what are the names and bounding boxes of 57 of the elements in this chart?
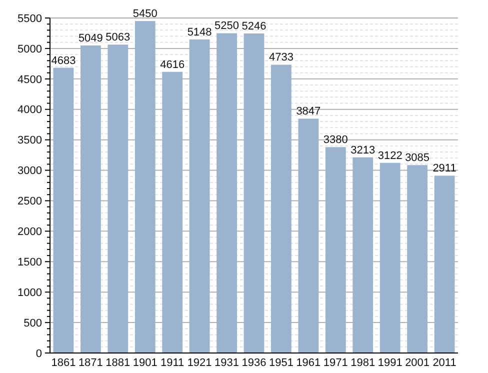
x-tick-label: 1931 <box>214 357 240 369</box>
x-tick-label: 1951 <box>268 357 294 369</box>
bar <box>244 33 264 353</box>
data-label: 5250 <box>214 20 240 32</box>
data-label: 5049 <box>78 32 103 44</box>
data-label: 5063 <box>106 32 130 44</box>
x-tick-label: 1911 <box>160 357 184 369</box>
y-tick-label: 3500 <box>18 134 42 147</box>
x-tick-label: 2011 <box>432 357 456 369</box>
data-label: 4683 <box>51 54 76 67</box>
data-label: 4616 <box>160 58 185 71</box>
bar <box>325 147 346 353</box>
bar <box>53 68 74 353</box>
y-tick-label: 5000 <box>18 43 42 56</box>
bar <box>380 162 400 353</box>
bar <box>216 33 237 353</box>
bar <box>108 44 128 353</box>
y-tick-label: 4000 <box>18 104 42 116</box>
y-tick-label: 500 <box>24 317 42 330</box>
y-tick-label: 3000 <box>18 165 42 178</box>
y-tick-label: 2000 <box>18 226 42 238</box>
x-tick-label: 1921 <box>187 357 212 369</box>
y-tick-label: 1000 <box>18 286 42 299</box>
x-tick-label: 1981 <box>350 357 376 369</box>
bar <box>162 72 183 353</box>
bar <box>271 64 292 353</box>
data-label: 3213 <box>350 144 376 156</box>
x-tick-label: 2001 <box>405 357 430 369</box>
bar <box>80 45 101 353</box>
x-tick-label: 1881 <box>106 357 130 369</box>
bar <box>134 21 156 353</box>
bar <box>434 176 455 353</box>
data-label: 3380 <box>323 134 348 146</box>
x-tick-label: 1991 <box>378 357 402 369</box>
bar <box>189 39 210 353</box>
data-label: 3085 <box>405 152 430 164</box>
data-label: 3847 <box>296 106 321 118</box>
x-tick-label: 1971 <box>323 357 348 369</box>
x-tick-label: 1936 <box>242 357 266 369</box>
bar <box>352 157 374 353</box>
x-tick-label: 1861 <box>51 357 76 369</box>
y-tick-label: 2500 <box>18 196 42 208</box>
data-label: 2911 <box>432 162 456 175</box>
data-label: 3122 <box>378 150 402 162</box>
y-tick-label: 0 <box>36 348 42 360</box>
x-tick-label: 1871 <box>78 357 103 369</box>
y-tick-label: 4500 <box>18 74 42 86</box>
bar <box>407 165 428 353</box>
y-tick-label: 5500 <box>18 12 42 25</box>
data-label: 4733 <box>268 52 294 64</box>
data-label: 5148 <box>187 26 212 38</box>
x-tick-label: 1901 <box>132 357 158 369</box>
x-tick-label: 1961 <box>296 357 321 369</box>
data-label: 5450 <box>132 8 158 20</box>
y-tick-label: 1500 <box>18 256 42 268</box>
bar <box>298 118 319 353</box>
data-label: 5246 <box>242 20 266 32</box>
